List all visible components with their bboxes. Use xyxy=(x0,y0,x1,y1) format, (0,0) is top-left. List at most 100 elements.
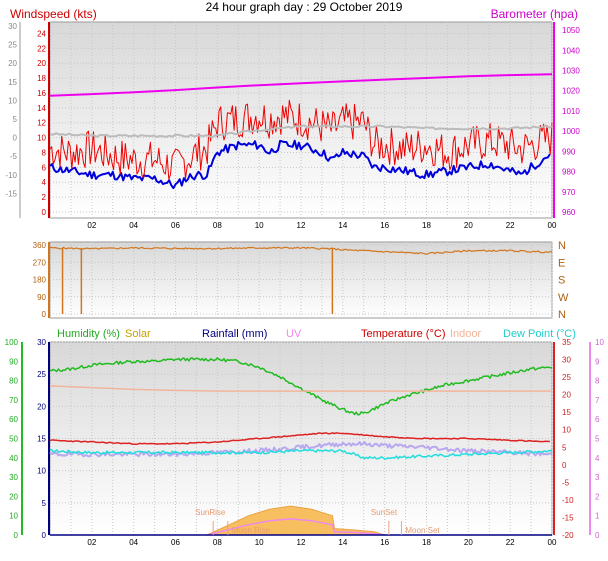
direction-y-tick-label: 180 xyxy=(33,276,47,285)
direction-y-tick-label: 360 xyxy=(33,241,47,250)
series-uv xyxy=(206,518,385,536)
wind-outer-tick-label: 10 xyxy=(8,96,17,105)
series-humidity xyxy=(49,357,553,416)
rainfall-tick-label: 10 xyxy=(37,467,46,476)
wind-y-tick-label: 24 xyxy=(37,29,46,38)
temperature-tick-label: -15 xyxy=(562,513,574,522)
wind-x-tick-label: 12 xyxy=(297,221,306,230)
temperature-tick-label: 15 xyxy=(562,408,571,417)
temperature-tick-label: 30 xyxy=(562,356,571,365)
wind-y-tick-label: 20 xyxy=(37,59,46,68)
climate-legend-rainfall-mm: Rainfall (mm) xyxy=(202,328,267,340)
wind-y-tick-label: 16 xyxy=(37,89,46,98)
climate-x-tick-label: 14 xyxy=(338,538,347,547)
uv-tick-label: 8 xyxy=(595,377,600,386)
wind-x-tick-label: 20 xyxy=(464,221,473,230)
climate-annotation-moon-rise: Moon Rise xyxy=(232,526,271,535)
wind-outer-tick-label: 30 xyxy=(8,22,17,31)
direction-compass-label: N xyxy=(558,240,566,252)
wind-x-tick-label: 14 xyxy=(338,221,347,230)
uv-tick-label: 2 xyxy=(595,492,600,501)
series-dew-point-c xyxy=(50,448,553,460)
uv-tick-label: 0 xyxy=(595,531,600,540)
climate-x-tick-label: 16 xyxy=(380,538,389,547)
climate-legend-humidity: Humidity (%) xyxy=(57,328,120,340)
wind-outer-tick-label: -5 xyxy=(10,152,18,161)
series-indoor xyxy=(49,385,552,392)
climate-legend-uv: UV xyxy=(286,328,302,340)
climate-x-tick-label: 00 xyxy=(548,538,557,547)
climate-x-tick-label: 22 xyxy=(506,538,515,547)
temperature-tick-label: 35 xyxy=(562,338,571,347)
wind-y-tick-label: 4 xyxy=(42,178,47,187)
climate-x-tick-label: 12 xyxy=(297,538,306,547)
wind-x-tick-label: 06 xyxy=(171,221,180,230)
climate-x-tick-label: 08 xyxy=(213,538,222,547)
wind-outer-tick-label: 20 xyxy=(8,59,17,68)
wind-y-tick-label: 0 xyxy=(42,208,47,217)
direction-compass-label: N xyxy=(558,309,566,321)
temperature-tick-label: 10 xyxy=(562,426,571,435)
wind-y-tick-label: 12 xyxy=(37,119,46,128)
rainfall-tick-label: 5 xyxy=(42,499,47,508)
humidity-tick-label: 40 xyxy=(9,454,18,463)
wind-y-tick-label: 10 xyxy=(37,134,46,143)
climate-x-tick-label: 06 xyxy=(171,538,180,547)
wind-outer-tick-label: 15 xyxy=(8,78,17,87)
uv-tick-label: 1 xyxy=(595,512,600,521)
humidity-tick-label: 80 xyxy=(9,377,18,386)
rainfall-tick-label: 15 xyxy=(37,435,46,444)
uv-tick-label: 4 xyxy=(595,454,600,463)
series-wind-chill xyxy=(49,124,553,138)
rainfall-tick-label: 20 xyxy=(37,402,46,411)
humidity-tick-label: 90 xyxy=(9,357,18,366)
rainfall-tick-label: 25 xyxy=(37,370,46,379)
direction-y-tick-label: 90 xyxy=(37,293,46,302)
climate-x-tick-label: 04 xyxy=(129,538,138,547)
direction-compass-label: W xyxy=(558,292,569,304)
climate-legend-temperature-c: Temperature (°C) xyxy=(361,328,445,340)
uv-tick-label: 7 xyxy=(595,396,600,405)
wind-outer-tick-label: 0 xyxy=(13,134,18,143)
wind-y-tick-label: 14 xyxy=(37,104,46,113)
humidity-tick-label: 70 xyxy=(9,396,18,405)
wind-panel-background xyxy=(49,21,553,219)
wind-y-tick-label: 18 xyxy=(37,74,46,83)
humidity-tick-label: 100 xyxy=(5,338,19,347)
wind-x-tick-label: 10 xyxy=(255,221,264,230)
direction-y-tick-label: 270 xyxy=(33,258,47,267)
wind-y-tick-label: 22 xyxy=(37,44,46,53)
barometer-tick-label: 1020 xyxy=(562,87,580,96)
wind-x-tick-label: 18 xyxy=(422,221,431,230)
rainfall-tick-label: 0 xyxy=(42,531,47,540)
barometer-tick-label: 1010 xyxy=(562,107,580,116)
temperature-tick-label: 25 xyxy=(562,373,571,382)
temperature-tick-label: -20 xyxy=(562,531,574,540)
humidity-tick-label: 10 xyxy=(9,512,18,521)
uv-tick-label: 3 xyxy=(595,473,600,482)
barometer-tick-label: 970 xyxy=(562,188,576,197)
temperature-tick-label: -10 xyxy=(562,496,574,505)
wind-x-tick-label: 00 xyxy=(548,221,557,230)
humidity-tick-label: 50 xyxy=(9,435,18,444)
climate-legend-indoor: Indoor xyxy=(450,328,482,340)
wind-x-tick-label: 02 xyxy=(87,221,96,230)
uv-tick-label: 10 xyxy=(595,338,604,347)
series-wind-gust xyxy=(49,99,553,180)
graph-title: 24 hour graph day : 29 October 2019 xyxy=(205,0,403,14)
barometer-tick-label: 1030 xyxy=(562,66,580,75)
series-wind-direction xyxy=(49,246,553,255)
climate-legend-solar: Solar xyxy=(125,328,151,340)
humidity-tick-label: 20 xyxy=(9,492,18,501)
direction-y-tick-label: 0 xyxy=(42,310,47,319)
wind-x-tick-label: 16 xyxy=(380,221,389,230)
wind-outer-tick-label: 5 xyxy=(13,115,18,124)
wind-y-tick-label: 8 xyxy=(42,148,47,157)
climate-x-tick-label: 18 xyxy=(422,538,431,547)
temperature-tick-label: 20 xyxy=(562,391,571,400)
wind-x-tick-label: 04 xyxy=(129,221,138,230)
direction-compass-label: S xyxy=(558,275,565,287)
temperature-tick-label: 0 xyxy=(562,461,567,470)
temperature-tick-label: -5 xyxy=(562,478,570,487)
